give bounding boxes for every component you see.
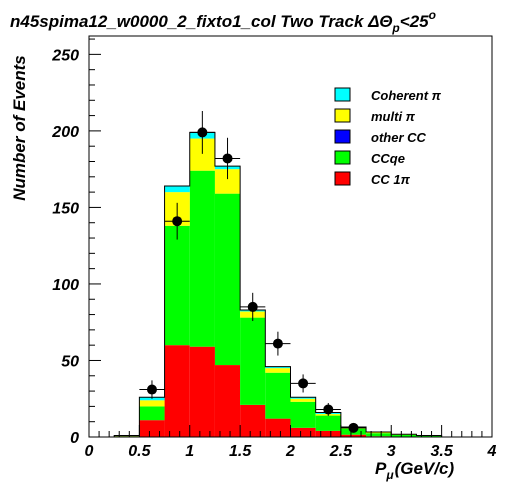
x-axis-label: Pμ(GeV/c): [375, 459, 454, 482]
bar-ccqe-8: [290, 401, 316, 428]
y-tick-label-0: 0: [70, 430, 79, 447]
legend-swatch-cc-1: [334, 171, 351, 186]
legend-swatch-multi: [334, 108, 351, 123]
data-points: [139, 110, 367, 433]
bar-cc-1-3: [164, 345, 190, 437]
bar-ccqe-7: [265, 372, 291, 419]
data-point-5: [272, 338, 283, 349]
y-tick-label-50: 50: [61, 353, 79, 370]
x-tick-label-3: 3: [387, 443, 396, 460]
bar-multi-8: [290, 398, 316, 402]
bar-cc-1-8: [290, 427, 316, 437]
y-tick-label-200: 200: [51, 124, 79, 141]
data-point-0: [146, 384, 157, 395]
legend-label-coherent: Coherent π: [371, 88, 442, 103]
x-tick-label-0: 0: [85, 443, 94, 460]
bar-cc-1-2: [139, 420, 165, 437]
bar-coherent-8: [290, 397, 316, 399]
y-axis-label: Number of Events: [10, 55, 29, 200]
legend-swatch-ccqe: [334, 150, 351, 165]
bar-ccqe-13: [416, 435, 442, 437]
y-tick-label-100: 100: [52, 277, 79, 294]
bar-ccqe-4: [189, 170, 215, 347]
bar-cc-1-4: [189, 346, 215, 437]
bar-coherent-3: [164, 185, 190, 193]
bar-cc-1-5: [214, 365, 241, 437]
bar-ccqe-3: [164, 225, 190, 346]
x-tick-label-0-5: 0.5: [128, 443, 151, 460]
bar-cc-1-9: [315, 430, 341, 437]
y-tick-label-150: 150: [52, 200, 79, 217]
x-tick-label-2: 2: [285, 443, 295, 460]
bar-ccqe-12: [391, 434, 417, 437]
bar-cc-1-7: [265, 418, 291, 437]
legend-label-other-cc: other CC: [371, 130, 427, 145]
bar-cc-1-6: [240, 404, 266, 437]
legend: Coherent π multi π other CC CCqe CC 1π: [334, 87, 442, 187]
bar-ccqe-9: [315, 415, 341, 431]
x-tick-label-1-5: 1.5: [229, 443, 252, 460]
bar-multi-7: [265, 368, 291, 373]
bar-ccqe-5: [214, 193, 241, 366]
bar-coherent-7: [265, 366, 291, 369]
chart-title: n45spima12_w0000_2_fixto1_col Two Track …: [10, 8, 436, 35]
data-point-4: [247, 301, 258, 312]
bar-ccqe-11: [366, 433, 392, 437]
legend-swatch-other-cc: [334, 129, 351, 144]
bar-ccqe-2: [139, 406, 165, 421]
data-point-7: [323, 404, 334, 415]
x-tick-label-4: 4: [487, 443, 497, 460]
bar-multi-2: [139, 400, 165, 407]
y-tick-label-250: 250: [51, 47, 79, 64]
bar-cc-1-10: [340, 434, 367, 437]
x-tick-label-3-5: 3.5: [431, 443, 454, 460]
bar-ccqe-6: [240, 317, 266, 405]
data-point-2: [197, 127, 208, 138]
legend-label-multi: multi π: [371, 109, 416, 124]
stacked-histogram: [89, 131, 492, 438]
x-tick-label-1: 1: [185, 443, 194, 460]
data-point-6: [298, 378, 309, 389]
legend-label-cc-1: CC 1π: [371, 172, 411, 187]
x-tick-label-2-5: 2.5: [329, 443, 353, 460]
legend-swatch-coherent: [334, 87, 351, 102]
data-point-8: [348, 422, 359, 433]
legend-label-ccqe: CCqe: [371, 151, 405, 166]
bar-multi-11: [366, 432, 392, 434]
data-point-3: [222, 153, 233, 164]
data-point-1: [172, 216, 183, 227]
histogram-outline: [89, 131, 492, 438]
axes: 0 0.5 1 1.5 2 2.5 3 3.5 4 0 50 100 150 200 250: [51, 38, 497, 460]
